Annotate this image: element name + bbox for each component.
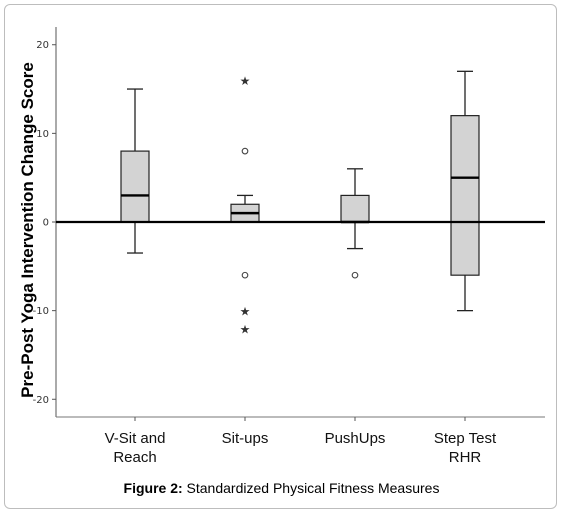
y-tick-label: -10: [33, 306, 49, 317]
x-category-label: RHR: [449, 449, 482, 466]
extreme-point: ★: [240, 74, 251, 88]
outlier-point: [241, 147, 249, 155]
caption-text: Standardized Physical Fitness Measures: [182, 480, 440, 496]
x-category-label: Sit-ups: [222, 430, 269, 447]
extreme-point: ★: [240, 322, 251, 336]
figure-caption: Figure 2: Standardized Physical Fitness …: [0, 480, 563, 496]
extreme-point: ★: [240, 305, 251, 319]
y-tick-label: 0: [43, 218, 49, 229]
caption-label: Figure 2:: [123, 480, 183, 496]
y-tick-label: 10: [36, 129, 49, 140]
box: [120, 150, 150, 223]
outlier-point: [351, 271, 359, 279]
x-category-label: PushUps: [325, 430, 386, 447]
x-category-label: Step Test: [434, 430, 497, 447]
y-tick-label: 20: [36, 40, 49, 51]
x-category-label: V-Sit and: [105, 430, 166, 447]
x-category-label: Reach: [113, 449, 156, 466]
y-tick-label: -20: [33, 395, 49, 406]
box: [340, 194, 370, 223]
box: [450, 115, 480, 276]
y-axis-label: Pre-Post Yoga Intervention Change Score: [18, 62, 37, 398]
plot-area: 20 10 0 -10 -20 V-Sit and Reach Sit-ups PushUps S…: [33, 27, 545, 466]
y-axis-label-group: Pre-Post Yoga Intervention Change Score: [18, 62, 37, 398]
outlier-point: [241, 271, 249, 279]
